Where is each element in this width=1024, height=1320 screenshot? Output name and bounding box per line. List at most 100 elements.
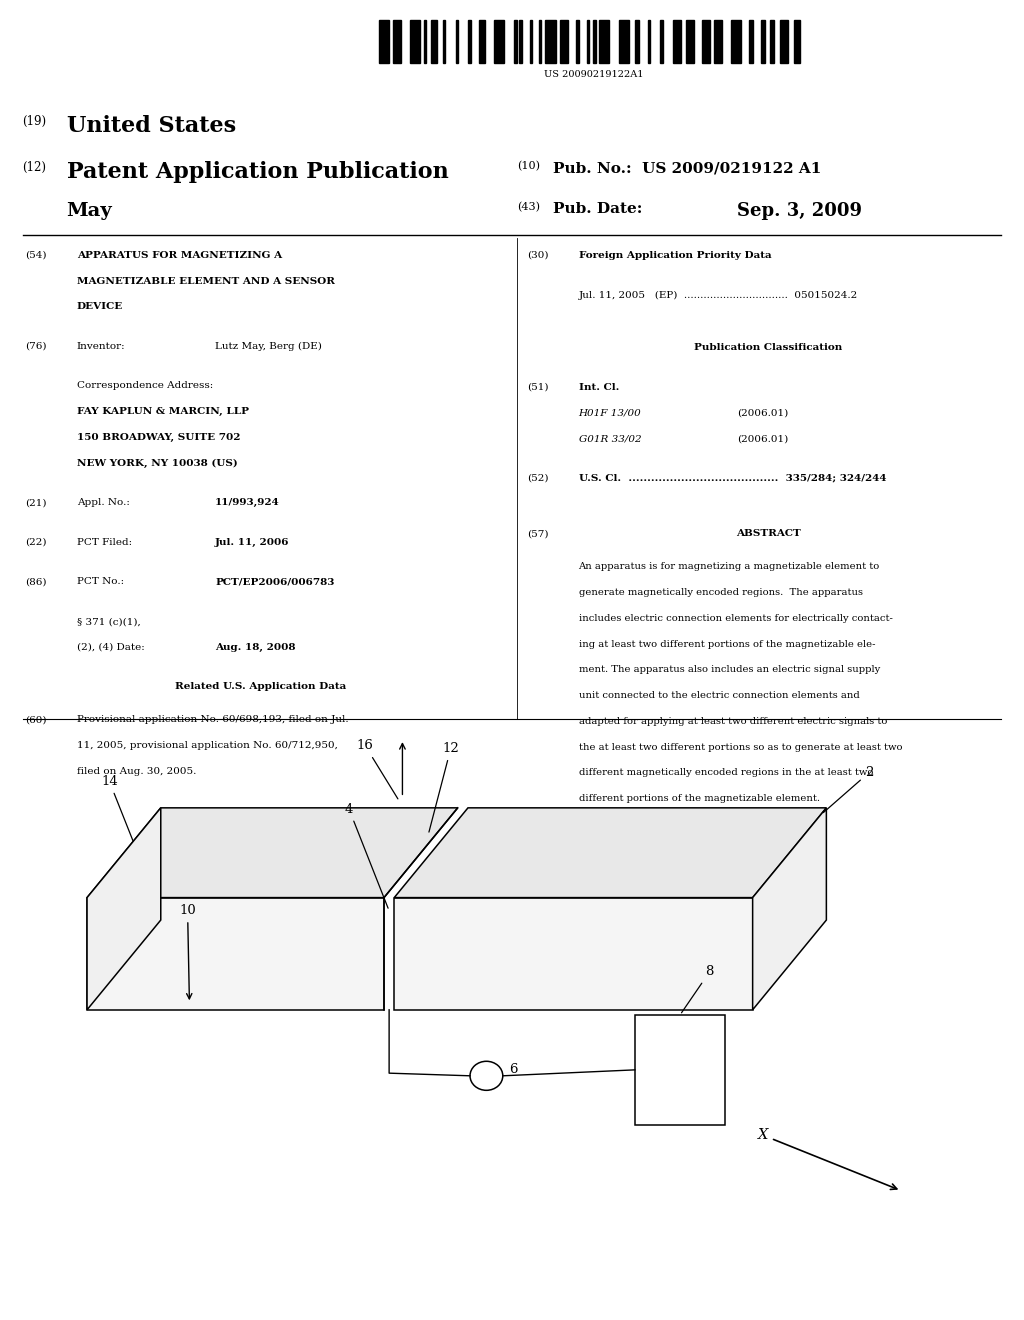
Bar xyxy=(479,20,485,63)
Bar xyxy=(779,20,787,63)
Bar xyxy=(469,20,471,63)
Text: (43): (43) xyxy=(517,202,540,213)
Text: (19): (19) xyxy=(23,115,47,128)
Text: ment. The apparatus also includes an electric signal supply: ment. The apparatus also includes an ele… xyxy=(579,665,880,675)
Text: (54): (54) xyxy=(26,251,47,260)
Text: May: May xyxy=(67,202,113,220)
Text: Int. Cl.: Int. Cl. xyxy=(579,383,618,392)
Text: X: X xyxy=(758,1129,897,1189)
Text: Correspondence Address:: Correspondence Address: xyxy=(77,381,213,391)
Text: Jul. 11, 2006: Jul. 11, 2006 xyxy=(215,537,290,546)
Polygon shape xyxy=(87,808,161,1010)
Text: adapted for applying at least two different electric signals to: adapted for applying at least two differ… xyxy=(579,717,887,726)
Bar xyxy=(545,20,555,63)
Text: generate magnetically encoded regions.  The apparatus: generate magnetically encoded regions. T… xyxy=(579,589,862,597)
Text: H01F 13/00: H01F 13/00 xyxy=(579,409,641,417)
Polygon shape xyxy=(394,808,826,898)
Bar xyxy=(660,20,663,63)
Text: US 20090219122A1: US 20090219122A1 xyxy=(544,70,644,79)
Bar xyxy=(424,20,427,63)
Text: different magnetically encoded regions in the at least two: different magnetically encoded regions i… xyxy=(579,768,872,777)
Text: Pub. No.:  US 2009/0219122 A1: Pub. No.: US 2009/0219122 A1 xyxy=(553,161,821,176)
Bar xyxy=(761,20,765,63)
Bar xyxy=(685,20,693,63)
Text: PCT/EP2006/006783: PCT/EP2006/006783 xyxy=(215,577,335,586)
Bar xyxy=(618,20,629,63)
Text: 14: 14 xyxy=(101,775,133,841)
Text: (57): (57) xyxy=(527,529,549,539)
Text: PCT No.:: PCT No.: xyxy=(77,577,124,586)
Text: APPARATUS FOR MAGNETIZING A: APPARATUS FOR MAGNETIZING A xyxy=(77,251,282,260)
Text: DEVICE: DEVICE xyxy=(77,302,123,312)
Text: Pub. Date:: Pub. Date: xyxy=(553,202,642,216)
Bar xyxy=(559,20,567,63)
Text: (51): (51) xyxy=(527,383,549,392)
Text: G01R 33/02: G01R 33/02 xyxy=(579,434,641,444)
Text: 8: 8 xyxy=(682,965,714,1012)
Text: (60): (60) xyxy=(26,715,47,725)
Text: filed on Aug. 30, 2005.: filed on Aug. 30, 2005. xyxy=(77,767,197,776)
Text: United States: United States xyxy=(67,115,236,137)
Text: ABSTRACT: ABSTRACT xyxy=(735,529,801,539)
Bar xyxy=(530,20,532,63)
Text: (12): (12) xyxy=(23,161,46,174)
Bar xyxy=(410,20,420,63)
Bar xyxy=(587,20,589,63)
Bar xyxy=(519,20,521,63)
Bar xyxy=(514,20,517,63)
Text: (86): (86) xyxy=(26,577,47,586)
Text: (2006.01): (2006.01) xyxy=(737,434,788,444)
Text: Jul. 11, 2005   (EP)  ................................  05015024.2: Jul. 11, 2005 (EP) .....................… xyxy=(579,290,858,300)
Text: the at least two different portions so as to generate at least two: the at least two different portions so a… xyxy=(579,742,902,751)
Text: Aug. 18, 2008: Aug. 18, 2008 xyxy=(215,643,296,652)
Bar xyxy=(379,20,389,63)
Text: Appl. No.:: Appl. No.: xyxy=(77,498,130,507)
Text: Patent Application Publication: Patent Application Publication xyxy=(67,161,449,183)
Text: 10: 10 xyxy=(179,904,196,999)
Text: (52): (52) xyxy=(527,474,549,483)
Bar xyxy=(730,20,740,63)
Bar xyxy=(494,20,504,63)
Text: Foreign Application Priority Data: Foreign Application Priority Data xyxy=(579,251,771,260)
Text: includes electric connection elements for electrically contact-: includes electric connection elements fo… xyxy=(579,614,893,623)
Text: 150 BROADWAY, SUITE 702: 150 BROADWAY, SUITE 702 xyxy=(77,433,241,442)
Bar xyxy=(714,20,722,63)
Bar xyxy=(431,20,437,63)
Bar xyxy=(701,20,710,63)
Text: Provisional application No. 60/698,193, filed on Jul.: Provisional application No. 60/698,193, … xyxy=(77,715,348,725)
Bar xyxy=(593,20,596,63)
Text: Sep. 3, 2009: Sep. 3, 2009 xyxy=(737,202,862,220)
Bar xyxy=(635,1015,725,1125)
Bar xyxy=(749,20,753,63)
Text: 12: 12 xyxy=(429,742,459,832)
Text: 11, 2005, provisional application No. 60/712,950,: 11, 2005, provisional application No. 60… xyxy=(77,741,338,750)
Text: Publication Classification: Publication Classification xyxy=(694,343,842,352)
Bar xyxy=(539,20,541,63)
Text: ing at least two different portions of the magnetizable ele-: ing at least two different portions of t… xyxy=(579,639,876,648)
Text: NEW YORK, NY 10038 (US): NEW YORK, NY 10038 (US) xyxy=(77,458,238,467)
Bar xyxy=(598,20,608,63)
Text: Related U.S. Application Data: Related U.S. Application Data xyxy=(175,682,347,692)
Text: 11/993,924: 11/993,924 xyxy=(215,498,280,507)
Bar xyxy=(647,20,650,63)
Text: 4: 4 xyxy=(345,803,388,908)
Text: different portions of the magnetizable element.: different portions of the magnetizable e… xyxy=(579,795,819,803)
Text: MAGNETIZABLE ELEMENT AND A SENSOR: MAGNETIZABLE ELEMENT AND A SENSOR xyxy=(77,277,335,285)
Text: (76): (76) xyxy=(26,342,47,351)
Text: 6: 6 xyxy=(509,1063,517,1076)
Polygon shape xyxy=(87,898,384,1010)
Text: U.S. Cl.  ........................................  335/284; 324/244: U.S. Cl. ...............................… xyxy=(579,474,886,483)
Bar xyxy=(456,20,459,63)
Bar xyxy=(635,20,639,63)
Bar xyxy=(673,20,681,63)
Text: Inventor:: Inventor: xyxy=(77,342,125,351)
Polygon shape xyxy=(753,808,826,1010)
Text: An apparatus is for magnetizing a magnetizable element to: An apparatus is for magnetizing a magnet… xyxy=(579,562,880,572)
Bar xyxy=(393,20,401,63)
Text: 2: 2 xyxy=(823,766,873,813)
Bar xyxy=(794,20,800,63)
Bar xyxy=(769,20,773,63)
Text: Lutz May, Berg (DE): Lutz May, Berg (DE) xyxy=(215,342,322,351)
Text: 16: 16 xyxy=(357,739,398,799)
Text: PCT Filed:: PCT Filed: xyxy=(77,537,132,546)
